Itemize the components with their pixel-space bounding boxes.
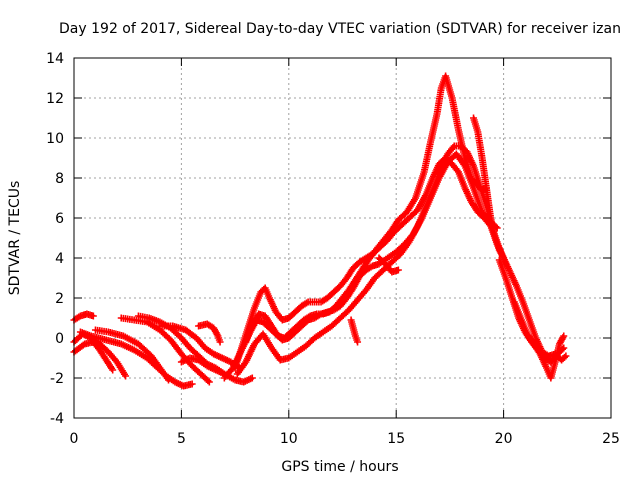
y-axis-ticks: -4 -2 0 2 4 6 8 10 12 14 (46, 51, 611, 427)
y-tick-label: 14 (46, 51, 64, 67)
data-point (354, 338, 362, 346)
series-arc-19 (510, 298, 568, 382)
y-tick-label: 0 (55, 331, 64, 347)
x-tick-label: 10 (280, 431, 298, 447)
y-axis-label: SDTVAR / TECUs (7, 181, 23, 296)
data-point (205, 378, 213, 386)
data-point (109, 366, 117, 374)
y-tick-label: 6 (55, 211, 64, 227)
x-tick-label: 5 (177, 431, 186, 447)
series-arc-15 (347, 316, 362, 346)
data-point (562, 352, 570, 360)
series-arc-14 (242, 154, 508, 346)
data-point (560, 332, 568, 340)
plot-frame (73, 57, 612, 419)
x-tick-label: 15 (387, 431, 405, 447)
data-point (89, 312, 97, 320)
y-tick-label: 2 (55, 291, 64, 307)
data-point (560, 353, 568, 361)
series-arc-16 (375, 254, 402, 276)
data-point (394, 266, 402, 274)
y-tick-label: 12 (46, 91, 64, 107)
series-arc-10 (195, 320, 224, 346)
data-point (204, 377, 212, 385)
y-tick-label: 10 (46, 131, 64, 147)
x-tick-label: 25 (602, 431, 620, 447)
y-tick-label: 4 (55, 251, 64, 267)
data-points (70, 72, 570, 390)
x-axis-label: GPS time / hours (281, 459, 398, 475)
series-arc-18 (495, 256, 568, 366)
x-tick-label: 20 (495, 431, 513, 447)
data-point (216, 338, 224, 346)
data-point (165, 376, 173, 384)
y-tick-label: -2 (50, 371, 64, 387)
data-point (188, 380, 196, 388)
chart-title: Day 192 of 2017, Sidereal Day-to-day VTE… (59, 21, 621, 37)
data-point (122, 372, 130, 380)
y-tick-label: -4 (50, 411, 64, 427)
series-arc-4 (76, 328, 196, 390)
series-arc-5 (91, 326, 173, 384)
y-tick-label: 8 (55, 171, 64, 187)
x-tick-label: 0 (70, 431, 79, 447)
series-arc-9 (177, 354, 256, 386)
data-point (248, 374, 256, 382)
x-axis-ticks: 0 5 10 15 20 25 (70, 58, 620, 447)
